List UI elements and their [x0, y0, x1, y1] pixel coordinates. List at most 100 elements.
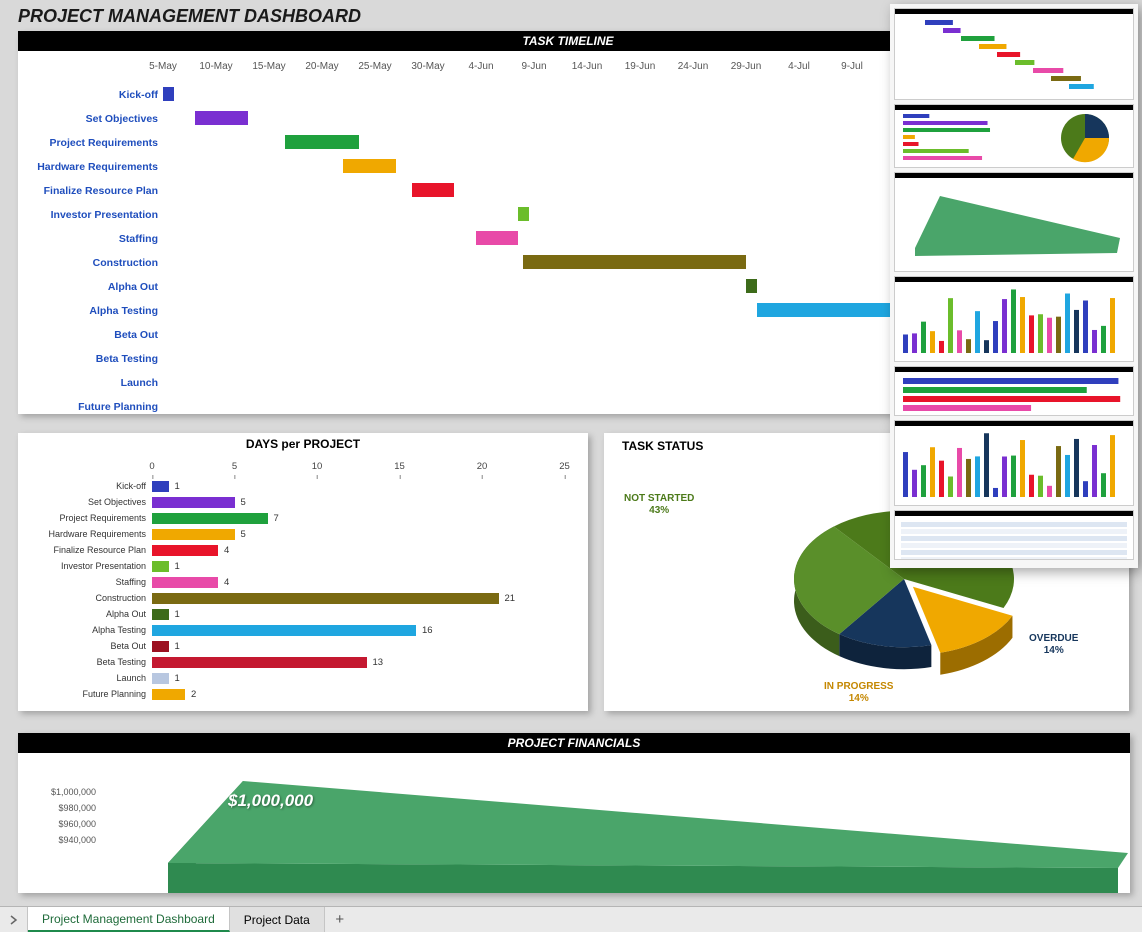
days-x-tick: 5	[232, 461, 237, 472]
days-value: 5	[241, 497, 246, 508]
thumbnail[interactable]	[894, 104, 1134, 168]
days-rows: Kick-off1Set Objectives5Project Requirem…	[18, 479, 578, 703]
days-value: 1	[175, 673, 180, 684]
days-value: 1	[175, 561, 180, 572]
gantt-bar	[285, 135, 359, 149]
days-row: Finalize Resource Plan 4	[18, 543, 578, 559]
days-bar	[152, 577, 218, 588]
gantt-x-tick: 9-Jul	[841, 61, 863, 72]
pie-label: OVERDUE14%	[1029, 633, 1078, 657]
days-bar	[152, 657, 367, 668]
days-row-label: Kick-off	[18, 481, 146, 491]
gantt-bar	[518, 207, 529, 221]
thumbnail-chart	[895, 178, 1133, 271]
thumbnail[interactable]	[894, 510, 1134, 560]
days-row: Hardware Requirements 5	[18, 527, 578, 543]
pie-label: IN PROGRESS14%	[824, 681, 893, 705]
gantt-task-label: Future Planning	[18, 401, 158, 413]
gantt-task-label: Alpha Testing	[18, 305, 158, 317]
pie-label: NOT STARTED43%	[624, 493, 694, 517]
gantt-task-label: Finalize Resource Plan	[18, 185, 158, 197]
days-x-tick: 20	[477, 461, 488, 472]
days-bar	[152, 513, 268, 524]
days-value: 1	[175, 641, 180, 652]
gantt-bar	[523, 255, 746, 269]
gantt-x-tick: 19-Jun	[625, 61, 656, 72]
days-row-label: Beta Out	[18, 641, 146, 651]
panel-project-financials: PROJECT FINANCIALS $1,000,000$980,000$96…	[18, 733, 1130, 893]
days-value: 7	[274, 513, 279, 524]
sheet-tab[interactable]: Project Management Dashboard	[28, 907, 230, 932]
thumbnail-chart	[895, 426, 1133, 505]
days-value: 16	[422, 625, 433, 636]
chevron-right-icon	[9, 915, 19, 925]
days-value: 13	[373, 657, 384, 668]
sheet-add-button[interactable]: +	[325, 907, 355, 932]
thumbnail-chart	[895, 372, 1133, 415]
days-row-label: Set Objectives	[18, 497, 146, 507]
days-row: Project Requirements 7	[18, 511, 578, 527]
days-row: Beta Out 1	[18, 639, 578, 655]
days-row: Kick-off1	[18, 479, 578, 495]
days-value: 4	[224, 577, 229, 588]
thumbnail[interactable]	[894, 366, 1134, 416]
days-row: Construction 21	[18, 591, 578, 607]
gantt-x-tick: 15-May	[252, 61, 285, 72]
gantt-x-tick: 4-Jun	[468, 61, 493, 72]
thumbnail-chart	[895, 516, 1133, 559]
days-x-tick: 25	[559, 461, 570, 472]
days-bar	[152, 593, 499, 604]
days-bar	[152, 609, 169, 620]
days-value: 2	[191, 689, 196, 700]
gantt-bar	[195, 111, 248, 125]
thumbnail-chart	[895, 14, 1133, 99]
days-bar	[152, 689, 185, 700]
gantt-task-label: Alpha Out	[18, 281, 158, 293]
gantt-x-tick: 29-Jun	[731, 61, 762, 72]
thumbnail-chart	[895, 110, 1133, 167]
thumbnail-sidebar[interactable]	[890, 4, 1138, 568]
days-value: 1	[175, 609, 180, 620]
thumbnail[interactable]	[894, 8, 1134, 100]
gantt-task-label: Hardware Requirements	[18, 161, 158, 173]
days-row-label: Beta Testing	[18, 657, 146, 667]
sheet-tab[interactable]: Project Data	[230, 907, 325, 932]
days-row: Investor Presentation1	[18, 559, 578, 575]
days-row: Alpha Out1	[18, 607, 578, 623]
gantt-bar	[746, 279, 757, 293]
days-row-label: Finalize Resource Plan	[18, 545, 146, 555]
gantt-task-label: Kick-off	[18, 89, 158, 101]
days-value: 5	[241, 529, 246, 540]
days-row-label: Hardware Requirements	[18, 529, 146, 539]
gantt-x-tick: 20-May	[305, 61, 338, 72]
gantt-x-tick: 4-Jul	[788, 61, 810, 72]
days-value: 4	[224, 545, 229, 556]
days-value: 21	[505, 593, 516, 604]
days-row-label: Project Requirements	[18, 513, 146, 523]
days-bar	[152, 673, 169, 684]
days-bar	[152, 641, 169, 652]
gantt-x-tick: 14-Jun	[572, 61, 603, 72]
thumbnail[interactable]	[894, 276, 1134, 362]
days-x-axis: 0510152025	[152, 461, 568, 475]
gantt-bar	[163, 87, 174, 101]
thumbnail[interactable]	[894, 420, 1134, 506]
days-bar	[152, 497, 235, 508]
thumbnail[interactable]	[894, 172, 1134, 272]
gantt-bar	[476, 231, 518, 245]
section-title-financials: PROJECT FINANCIALS	[18, 733, 1130, 753]
gantt-x-tick: 10-May	[199, 61, 232, 72]
days-bar	[152, 625, 416, 636]
days-row-label: Construction	[18, 593, 146, 603]
days-row: Launch 1	[18, 671, 578, 687]
days-row-label: Launch	[18, 673, 146, 683]
gantt-task-label: Project Requirements	[18, 137, 158, 149]
days-row-label: Future Planning	[18, 689, 146, 699]
financials-area-chart	[18, 753, 1130, 893]
days-row: Set Objectives 5	[18, 495, 578, 511]
gantt-task-label: Construction	[18, 257, 158, 269]
gantt-task-label: Beta Out	[18, 329, 158, 341]
sheet-nav-prev[interactable]	[0, 907, 28, 932]
gantt-x-tick: 25-May	[358, 61, 391, 72]
gantt-bar	[412, 183, 454, 197]
